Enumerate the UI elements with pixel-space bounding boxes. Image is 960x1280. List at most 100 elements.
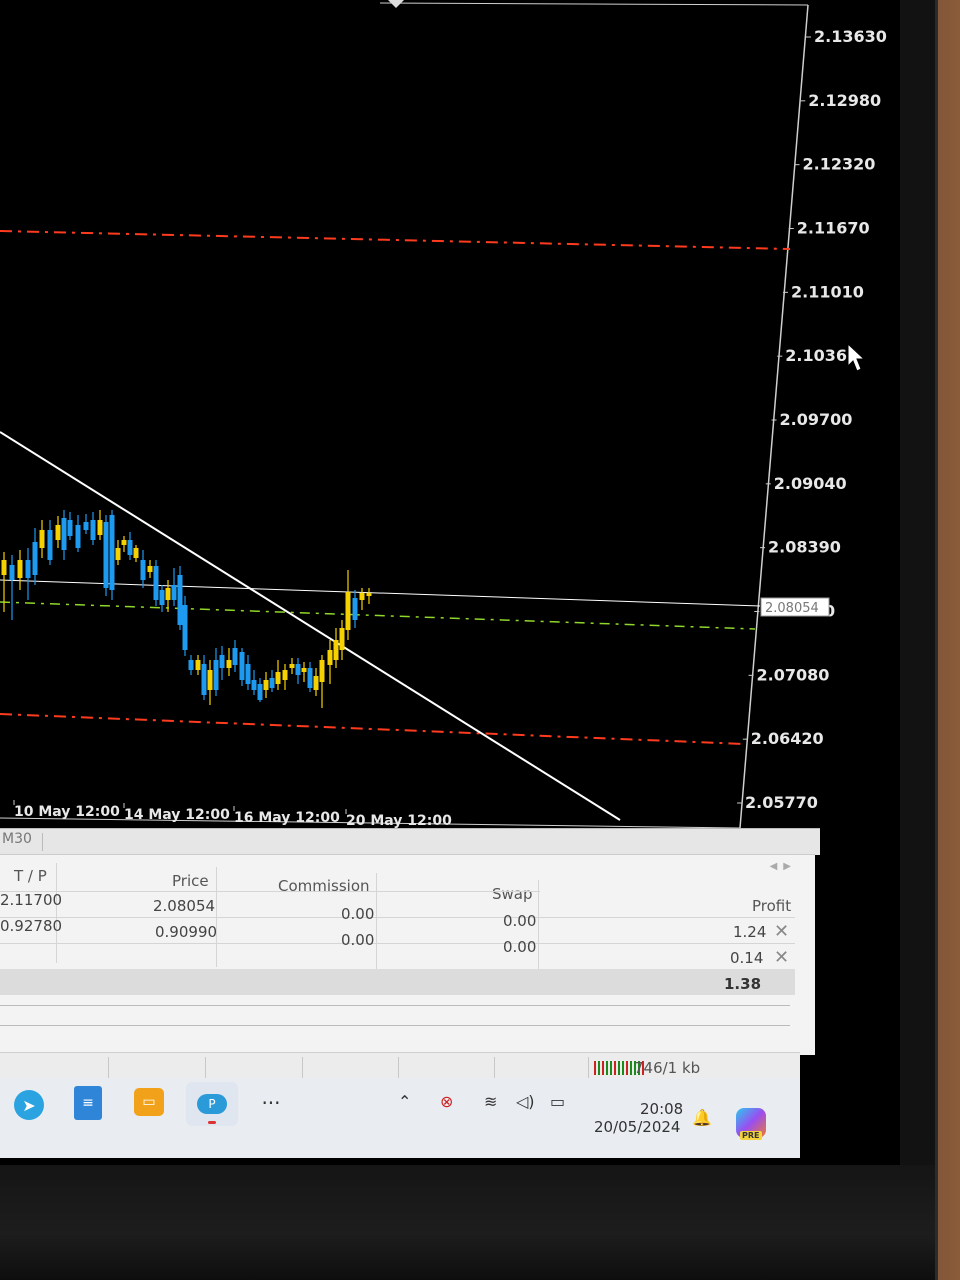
header-commission[interactable]: Commission [278,877,370,895]
connection-status: 746/1 kb [634,1059,701,1077]
copilot-icon[interactable]: PRE [736,1108,766,1140]
row-divider [0,917,795,918]
volume-icon[interactable]: ◁) [516,1092,535,1111]
price-axis-label: 2.11670 [797,219,870,238]
candle-body [239,652,245,680]
candle-body [17,560,23,578]
price-axis-label: 2.07080 [757,665,830,684]
price-chart[interactable]: 2.13630 2.12980 2.12320 2.11670 2.11010 2.103… [0,0,900,830]
candle-body [366,593,372,596]
tab-timeframe[interactable]: M30 [2,831,32,847]
laptop-bezel-bottom [0,1165,935,1280]
header-tp[interactable]: T / P [14,867,47,885]
trendline [0,431,621,821]
total-profit: 1.38 [724,975,762,993]
candle-body [219,655,225,668]
candle-body [327,650,333,665]
total-row [0,969,795,995]
header-price[interactable]: Price [172,872,209,890]
candle-body [282,670,288,680]
taskbar: ➤ ≡ ▭ P ··· ⌃ ⊗ ≋ ◁) ▭ 20:08 20/05/2024 … [0,1078,800,1158]
network-error-icon[interactable]: ⊗ [440,1092,454,1111]
close-position-icon[interactable]: ✕ [774,947,790,968]
candle-body [121,540,127,545]
cell-profit: 1.24 [733,923,767,941]
price-axis-label: 2.05770 [745,793,818,812]
header-swap[interactable]: Swap [492,885,533,903]
column-divider [538,880,539,980]
wifi-icon[interactable]: ≋ [484,1092,498,1111]
time-axis-label: 14 May 12:00 [124,807,230,823]
price-axis-label: 2.12980 [808,91,881,110]
screen: 2.13630 2.12980 2.12320 2.11670 2.11010 2.103… [0,0,900,1165]
candle-body [307,668,313,688]
candle-body [103,522,109,588]
current-price-label: 2.08054 [765,601,819,616]
chart-top-marker-icon [388,0,404,8]
candle-body [295,664,301,675]
candle-body [55,525,61,540]
cell-commission: 0.00 [341,931,375,949]
status-separator [108,1057,109,1079]
candle-body [339,628,345,650]
price-axis-label: 2.11010 [791,282,864,301]
candle-body [275,672,281,684]
clock-time[interactable]: 20:08 [640,1100,684,1118]
clock-date[interactable]: 20/05/2024 [594,1118,681,1136]
candle-body [226,660,232,668]
more-apps-icon[interactable]: ··· [261,1091,281,1115]
cell-tp: 0.92780 [0,917,63,935]
candle-body [171,585,177,600]
candle-body [359,593,365,600]
candle-body [165,588,171,600]
price-axis-label: 2.13630 [814,27,887,46]
header-profit[interactable]: Profit [752,897,792,915]
chart-canvas[interactable]: 2.13630 2.12980 2.12320 2.11670 2.11010 2.103… [0,0,900,830]
candle-body [352,598,358,620]
status-separator [302,1057,303,1079]
notes-icon[interactable]: ≡ [74,1086,102,1120]
scroll-arrows-icon[interactable]: ◀▶ [769,861,797,872]
cell-swap: 0.00 [503,912,537,930]
current-price-line [0,579,761,607]
candle-body [159,590,165,605]
candle-body [333,640,339,660]
row-divider [0,1025,790,1026]
candle-body [251,680,257,690]
candle-body [90,520,96,540]
wallet-icon[interactable]: ▭ [134,1088,164,1116]
chart-right-border [739,4,809,829]
cell-tp: 2.11700 [0,891,63,909]
chart-bottom-border [0,817,741,829]
notification-bell-icon[interactable]: 🔔 [692,1108,712,1127]
price-axis-label: 2.06420 [751,729,824,748]
close-position-icon[interactable]: ✕ [774,921,790,942]
candle-body [25,560,31,578]
candle-body [177,575,183,625]
candle-body [140,560,146,580]
telegram-icon[interactable]: ➤ [14,1090,44,1120]
candle-body [147,566,153,572]
battery-icon[interactable]: ▭ [550,1092,566,1111]
chevron-up-icon[interactable]: ⌃ [398,1092,412,1111]
candle-body [1,560,7,575]
pcloud-icon[interactable]: P [186,1082,238,1126]
price-axis-label: 2.08390 [768,538,841,557]
candle-body [345,592,351,630]
price-axis-label: 2.09040 [774,474,847,493]
candle-body [153,566,159,600]
cell-price: 2.08054 [153,897,216,915]
candle-body [313,676,319,690]
candle-body [127,540,133,555]
candle-body [32,542,38,575]
cell-price: 0.90990 [155,923,218,941]
current-price-box [760,597,830,617]
candle-body [61,518,67,550]
candle-body [133,548,139,558]
column-divider [376,873,377,973]
row-divider [0,1005,790,1006]
stop-loss-line [0,713,746,745]
cell-commission: 0.00 [341,905,375,923]
pre-badge: PRE [740,1131,762,1140]
tab-divider [42,833,43,851]
